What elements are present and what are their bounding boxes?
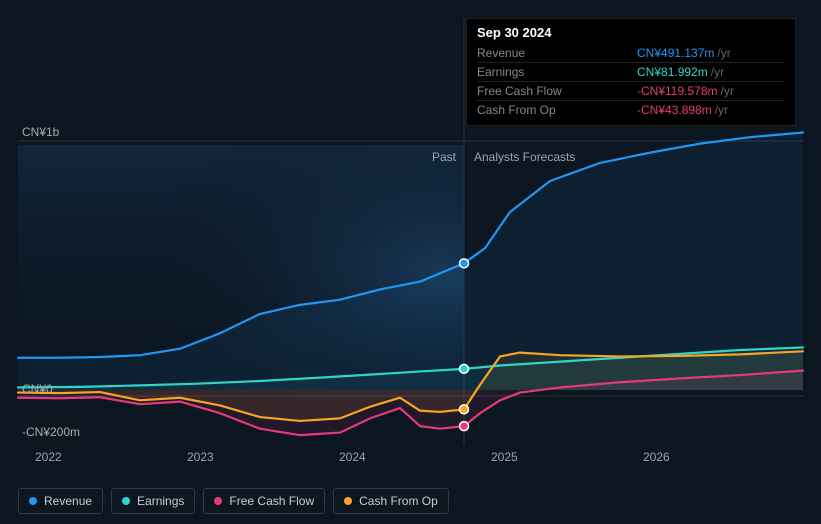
section-label-past: Past <box>432 150 456 164</box>
x-axis-tick: 2022 <box>35 450 62 464</box>
section-label-forecast: Analysts Forecasts <box>474 150 575 164</box>
tooltip-row-value: -CN¥119.578m/yr <box>637 82 785 101</box>
financials-forecast-chart: CN¥1b CN¥0 -CN¥200m Past Analysts Foreca… <box>0 0 821 524</box>
legend-dot-icon <box>344 497 352 505</box>
tooltip-row-label: Cash From Op <box>477 101 637 120</box>
tooltip-row-value: -CN¥43.898m/yr <box>637 101 785 120</box>
tooltip-row: Cash From Op-CN¥43.898m/yr <box>477 101 785 120</box>
legend-item-label: Cash From Op <box>359 494 438 508</box>
legend-dot-icon <box>122 497 130 505</box>
chart-legend: Revenue Earnings Free Cash Flow Cash From O… <box>18 488 449 514</box>
y-axis-label-1b: CN¥1b <box>22 125 59 139</box>
tooltip-row: EarningsCN¥81.992m/yr <box>477 63 785 82</box>
tooltip-row-value: CN¥81.992m/yr <box>637 63 785 82</box>
x-axis-tick: 2024 <box>339 450 366 464</box>
legend-item-fcf[interactable]: Free Cash Flow <box>203 488 325 514</box>
x-axis-tick: 2025 <box>491 450 518 464</box>
y-axis-label-zero: CN¥0 <box>22 382 53 396</box>
chart-tooltip: Sep 30 2024 RevenueCN¥491.137m/yrEarning… <box>466 18 796 126</box>
legend-item-cfo[interactable]: Cash From Op <box>333 488 449 514</box>
tooltip-row: RevenueCN¥491.137m/yr <box>477 44 785 63</box>
legend-item-earnings[interactable]: Earnings <box>111 488 195 514</box>
legend-item-revenue[interactable]: Revenue <box>18 488 103 514</box>
tooltip-row-label: Earnings <box>477 63 637 82</box>
x-axis-tick: 2023 <box>187 450 214 464</box>
legend-dot-icon <box>29 497 37 505</box>
tooltip-row-label: Revenue <box>477 44 637 63</box>
tooltip-row-value: CN¥491.137m/yr <box>637 44 785 63</box>
y-axis-label-neg200m: -CN¥200m <box>22 425 80 439</box>
tooltip-row-label: Free Cash Flow <box>477 82 637 101</box>
legend-dot-icon <box>214 497 222 505</box>
tooltip-row: Free Cash Flow-CN¥119.578m/yr <box>477 82 785 101</box>
legend-item-label: Revenue <box>44 494 92 508</box>
tooltip-date: Sep 30 2024 <box>477 25 785 40</box>
x-axis-tick: 2026 <box>643 450 670 464</box>
legend-item-label: Earnings <box>137 494 184 508</box>
legend-item-label: Free Cash Flow <box>229 494 314 508</box>
